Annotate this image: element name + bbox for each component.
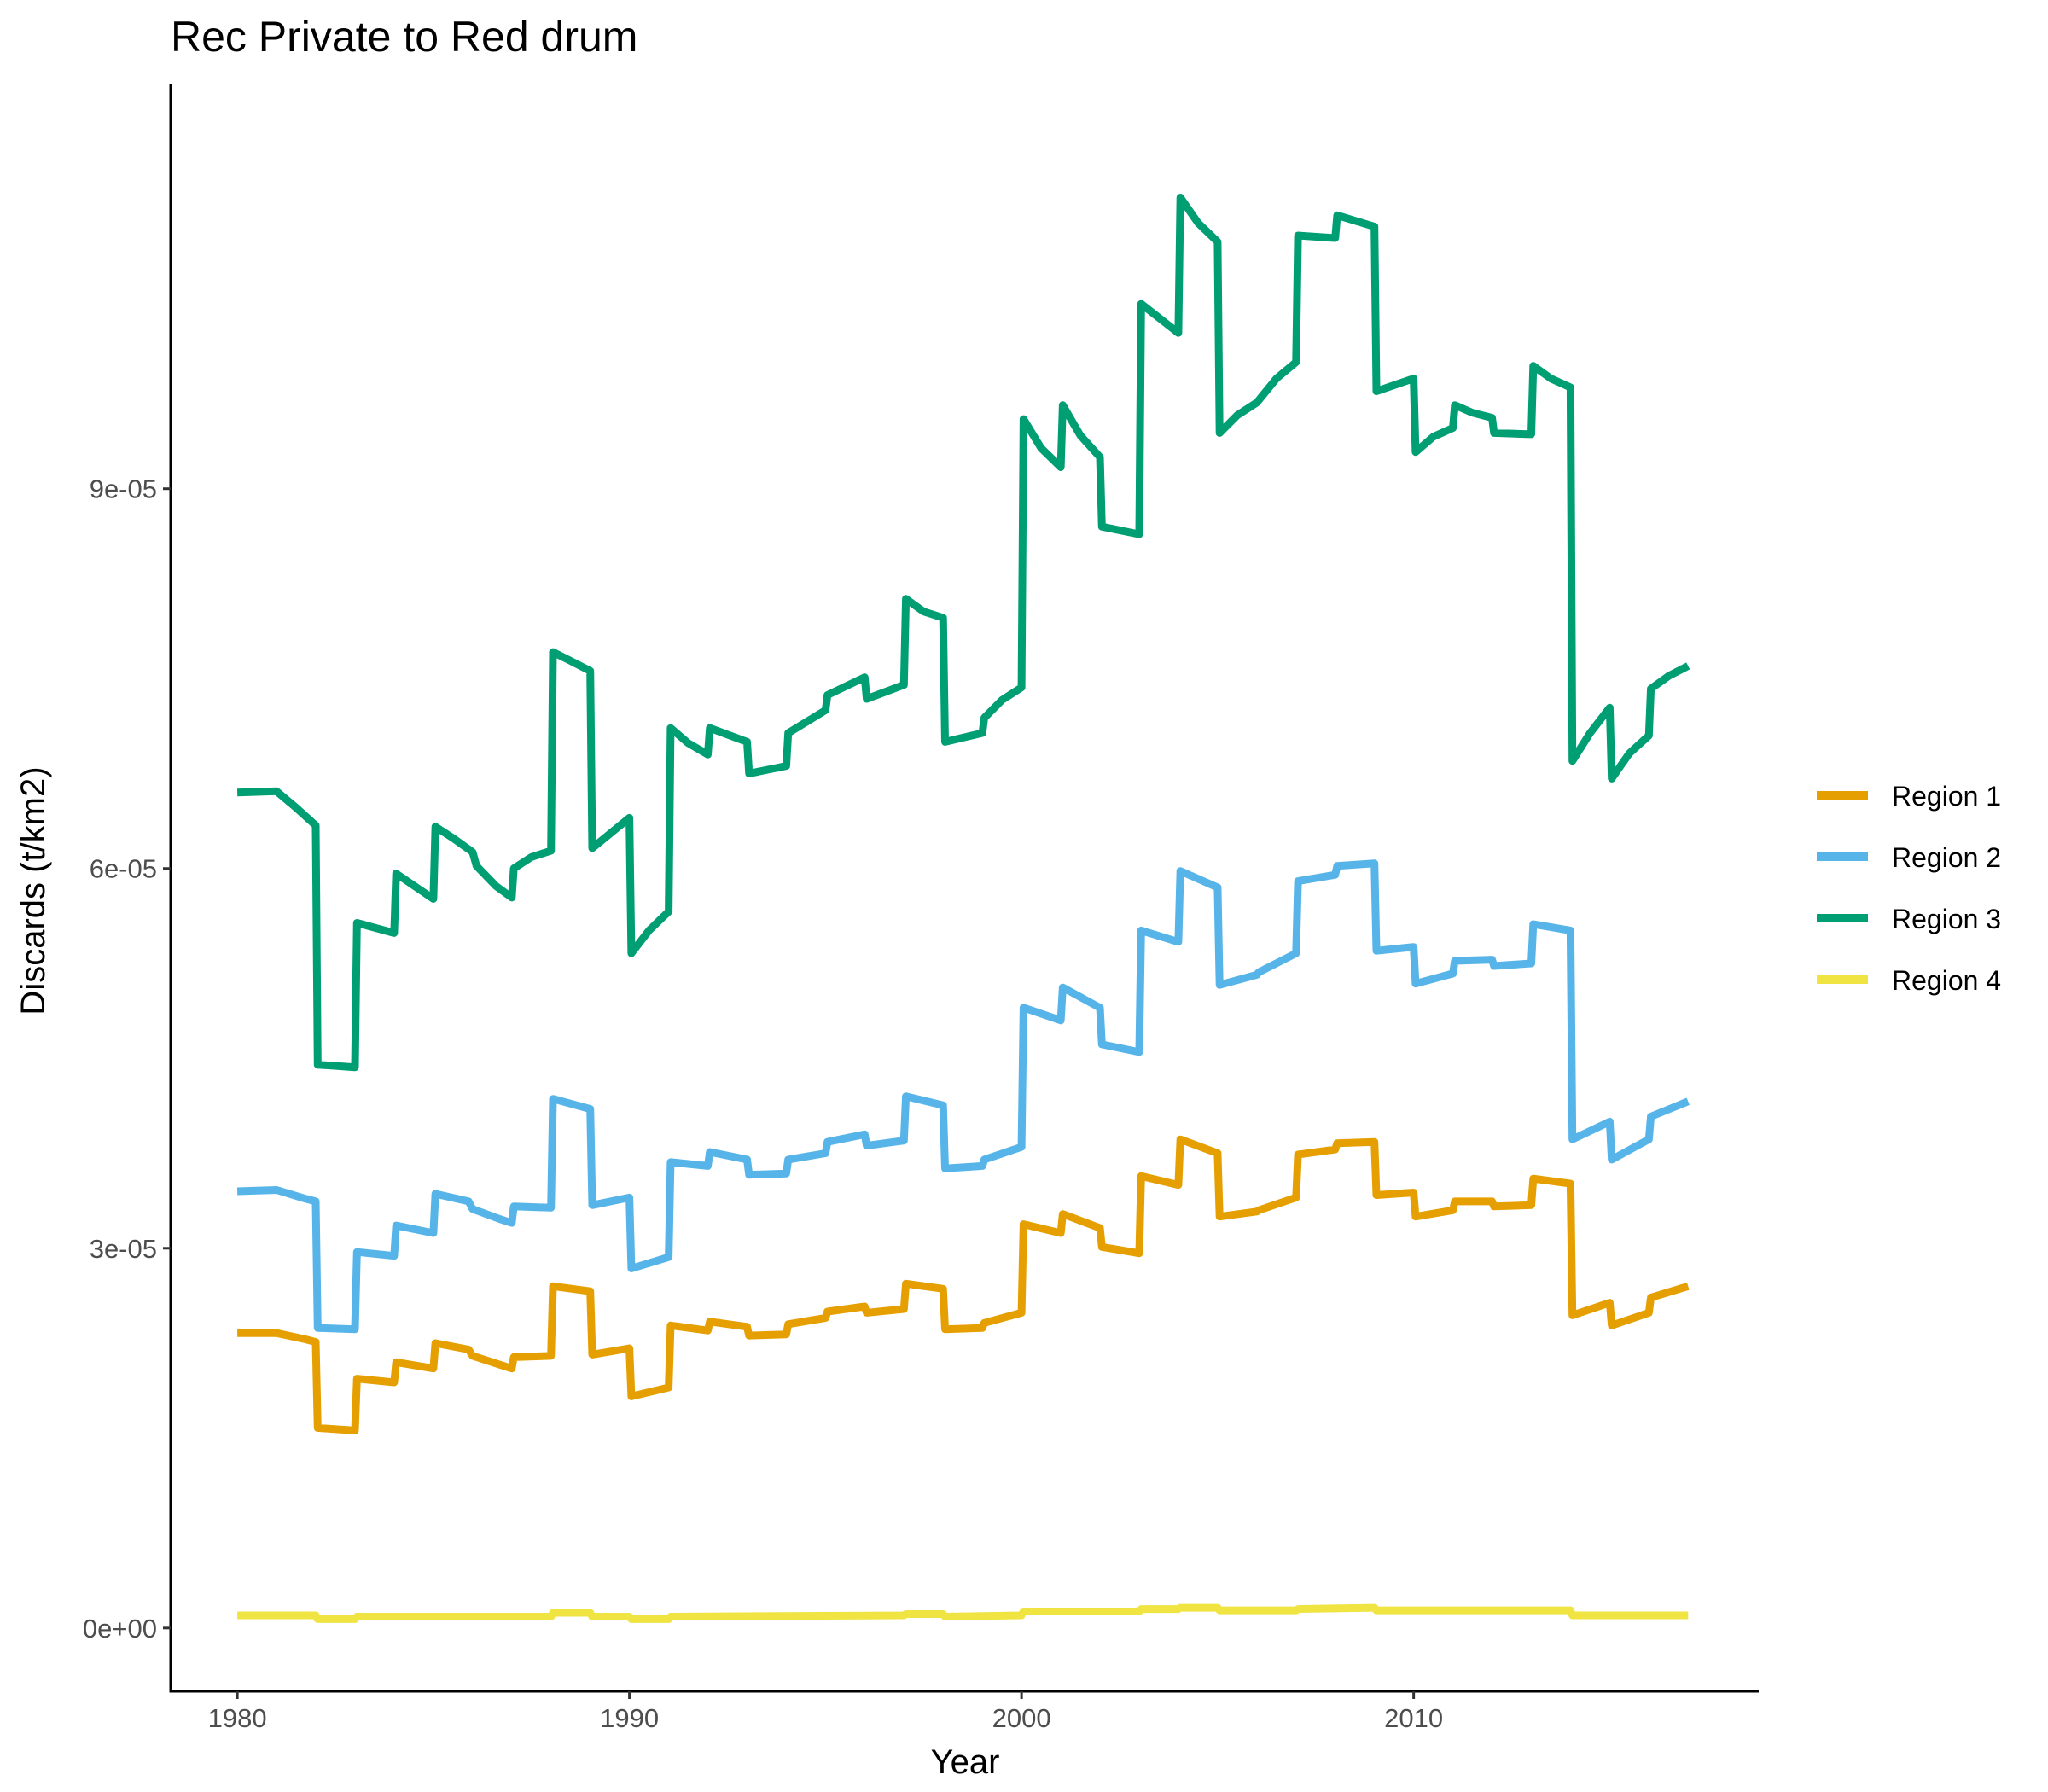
x-tick-label: 2000: [992, 1703, 1051, 1733]
x-axis-ticks: 1980 1990 2000 2010: [208, 1691, 1443, 1733]
legend-label-region-4: Region 4: [1892, 965, 2001, 996]
legend-label-region-1: Region 1: [1892, 781, 2001, 812]
y-axis-title: Discards (t/km2): [15, 766, 52, 1015]
legend-label-region-3: Region 3: [1892, 904, 2001, 934]
legend: Region 1 Region 2 Region 3 Region 4: [1817, 781, 2001, 996]
series-layer: [236, 194, 1690, 1623]
y-tick-label: 9e-05: [90, 474, 157, 504]
series-line-region-1: [237, 1135, 1690, 1434]
legend-label-region-2: Region 2: [1892, 842, 2001, 873]
chart-title: Rec Private to Red drum: [171, 13, 637, 61]
x-tick-label: 1980: [208, 1703, 267, 1733]
y-axis-ticks: 0e+00 3e-05 6e-05 9e-05: [83, 474, 171, 1644]
y-tick-label: 6e-05: [90, 854, 157, 884]
y-tick-label: 0e+00: [83, 1614, 157, 1644]
x-tick-label: 1990: [600, 1703, 659, 1733]
series-line-region-4: [237, 1603, 1689, 1623]
series-line-region-2: [236, 859, 1690, 1334]
x-axis-title: Year: [931, 1743, 1000, 1781]
y-tick-label: 3e-05: [90, 1234, 157, 1264]
series-line-region-3: [236, 194, 1690, 1072]
x-tick-label: 2010: [1384, 1703, 1443, 1733]
